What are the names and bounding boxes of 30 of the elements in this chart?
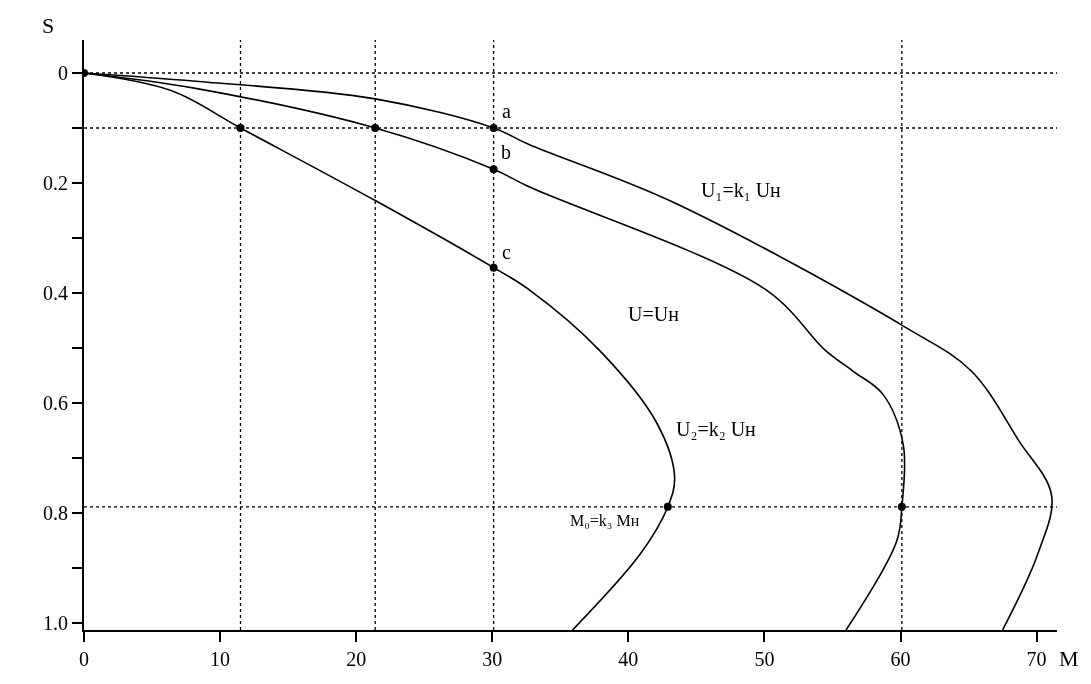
point	[489, 263, 498, 272]
annotation: c	[502, 241, 511, 263]
annotation: U=Uн	[628, 303, 680, 325]
x-tick-label: 30	[482, 648, 503, 670]
annotation: M₀=k₃ Mн	[570, 512, 640, 529]
point	[663, 502, 672, 511]
point	[371, 123, 380, 132]
x-axis-title: M	[1059, 646, 1079, 671]
x-tick-label: 50	[754, 648, 775, 670]
point	[236, 123, 245, 132]
y-tick-label: 1.0	[43, 611, 68, 634]
y-tick-label: 0.6	[43, 391, 68, 414]
y-tick-label: 0.2	[43, 171, 68, 194]
x-tick-label: 40	[618, 648, 639, 670]
annotation: U₂=k₂ Uн	[676, 418, 757, 440]
y-tick-label: 0.4	[43, 281, 68, 304]
y-tick-label: 0	[58, 61, 68, 84]
point	[897, 502, 906, 511]
x-tick-label: 10	[210, 648, 231, 670]
y-axis-title: S	[42, 13, 55, 38]
x-tick-label: 0	[79, 648, 89, 670]
annotation: b	[501, 141, 511, 163]
annotation: U₁=k₁ Uн	[701, 179, 782, 201]
annotation: a	[502, 100, 511, 122]
x-tick-label: 20	[346, 648, 367, 670]
x-tick-label: 70	[1026, 648, 1047, 670]
point	[489, 165, 498, 174]
point	[489, 123, 498, 132]
x-tick-label: 60	[890, 648, 911, 670]
y-tick-label: 0.8	[43, 501, 68, 524]
